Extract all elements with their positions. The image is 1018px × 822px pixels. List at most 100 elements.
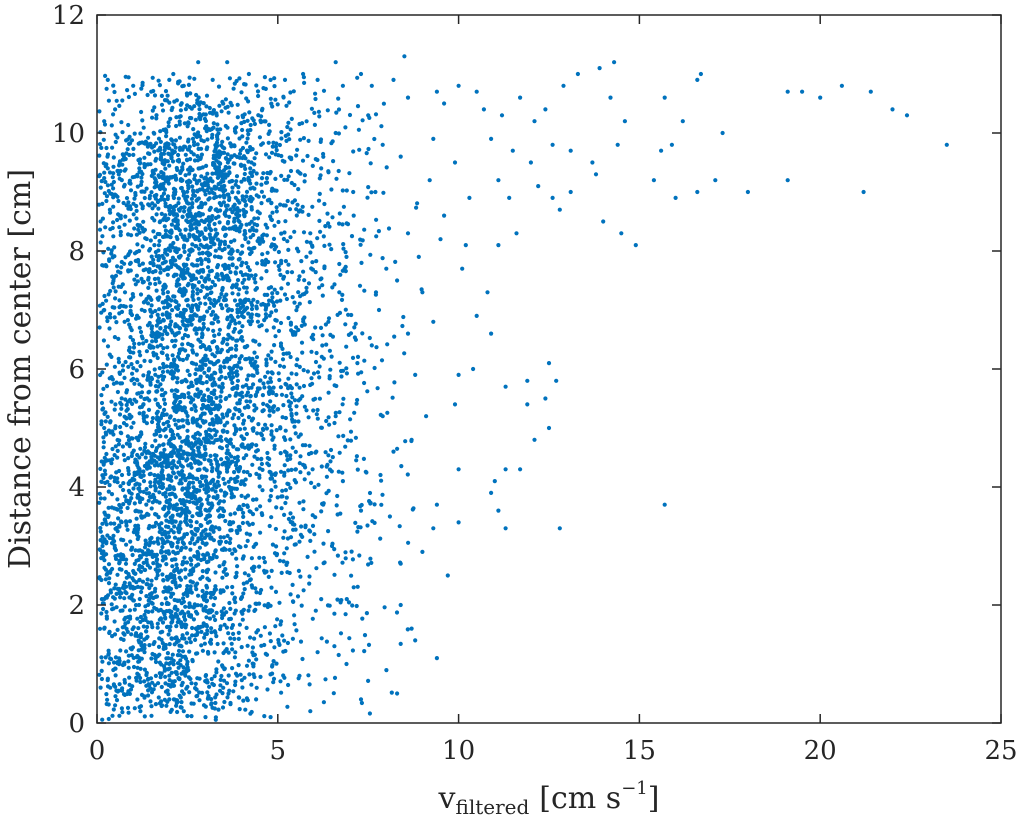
- data-point: [188, 584, 193, 589]
- data-point: [205, 309, 210, 314]
- data-point: [194, 92, 199, 98]
- data-point: [122, 604, 127, 609]
- data-point: [369, 83, 374, 88]
- data-point: [142, 358, 147, 363]
- data-point: [264, 305, 269, 310]
- data-point: [248, 122, 253, 128]
- data-point: [157, 280, 162, 285]
- data-point: [138, 292, 144, 297]
- data-point: [183, 476, 188, 481]
- data-point: [186, 341, 191, 346]
- data-point: [233, 682, 238, 688]
- data-point: [184, 531, 190, 537]
- data-point: [153, 184, 158, 189]
- data-point: [215, 127, 220, 132]
- data-point: [189, 196, 194, 201]
- data-point: [192, 104, 197, 109]
- data-point: [243, 235, 248, 241]
- data-point: [193, 637, 198, 643]
- data-point: [206, 197, 211, 202]
- data-point: [254, 367, 259, 373]
- data-point: [118, 608, 123, 613]
- data-point: [117, 658, 122, 663]
- data-point: [213, 248, 218, 253]
- data-point: [197, 379, 202, 384]
- data-point: [356, 127, 361, 132]
- data-point: [107, 207, 112, 212]
- data-point: [108, 191, 113, 196]
- data-point: [278, 469, 284, 474]
- data-point: [247, 268, 252, 273]
- data-point: [344, 661, 349, 667]
- data-point: [272, 645, 277, 650]
- data-point: [108, 588, 113, 593]
- data-point: [131, 578, 136, 583]
- data-point: [186, 214, 191, 219]
- data-point: [229, 103, 234, 108]
- data-point: [332, 547, 337, 552]
- data-point: [206, 273, 211, 278]
- data-point: [198, 374, 203, 379]
- data-point: [557, 526, 562, 531]
- data-point: [248, 166, 253, 171]
- data-point: [173, 263, 178, 268]
- data-point: [159, 662, 164, 667]
- data-point: [158, 343, 163, 348]
- data-point: [633, 243, 638, 248]
- data-point: [135, 616, 140, 621]
- data-point: [176, 152, 181, 158]
- data-point: [695, 77, 700, 82]
- data-point: [224, 303, 229, 308]
- data-point: [112, 475, 117, 480]
- data-point: [319, 464, 324, 469]
- data-point: [147, 491, 152, 496]
- data-point: [177, 282, 182, 287]
- data-point: [147, 203, 152, 208]
- data-point: [206, 368, 211, 373]
- data-point: [214, 496, 219, 501]
- data-point: [122, 222, 127, 227]
- data-point: [212, 706, 217, 711]
- data-point: [173, 614, 178, 619]
- data-point: [140, 83, 145, 88]
- data-point: [154, 116, 159, 121]
- data-point: [276, 264, 281, 269]
- data-point: [266, 140, 271, 145]
- data-point: [128, 311, 133, 316]
- data-point: [167, 415, 173, 420]
- data-point: [150, 75, 155, 80]
- data-point: [268, 639, 273, 644]
- data-point: [169, 319, 174, 324]
- data-point: [146, 294, 151, 299]
- data-point: [149, 713, 154, 718]
- data-point: [229, 641, 234, 646]
- data-point: [252, 276, 257, 281]
- data-point: [317, 375, 322, 380]
- data-point: [206, 126, 211, 132]
- data-point: [228, 270, 233, 275]
- data-point: [150, 108, 155, 113]
- data-point: [199, 275, 204, 280]
- data-point: [209, 268, 214, 273]
- data-point: [233, 182, 238, 187]
- data-point: [166, 510, 171, 515]
- data-point: [157, 443, 162, 448]
- data-point: [120, 368, 126, 373]
- data-point: [142, 227, 147, 232]
- data-point: [142, 637, 147, 642]
- data-point: [142, 679, 147, 684]
- data-point: [218, 302, 224, 307]
- data-point: [178, 399, 183, 405]
- data-point: [187, 208, 192, 213]
- data-point: [165, 290, 170, 295]
- data-point: [171, 71, 176, 77]
- data-point: [290, 636, 295, 641]
- data-point: [301, 71, 306, 77]
- data-point: [296, 676, 301, 681]
- data-point: [172, 417, 177, 423]
- data-point: [125, 88, 130, 93]
- data-point: [278, 385, 283, 390]
- data-point: [207, 640, 213, 645]
- data-point: [209, 390, 214, 395]
- data-point: [254, 443, 259, 448]
